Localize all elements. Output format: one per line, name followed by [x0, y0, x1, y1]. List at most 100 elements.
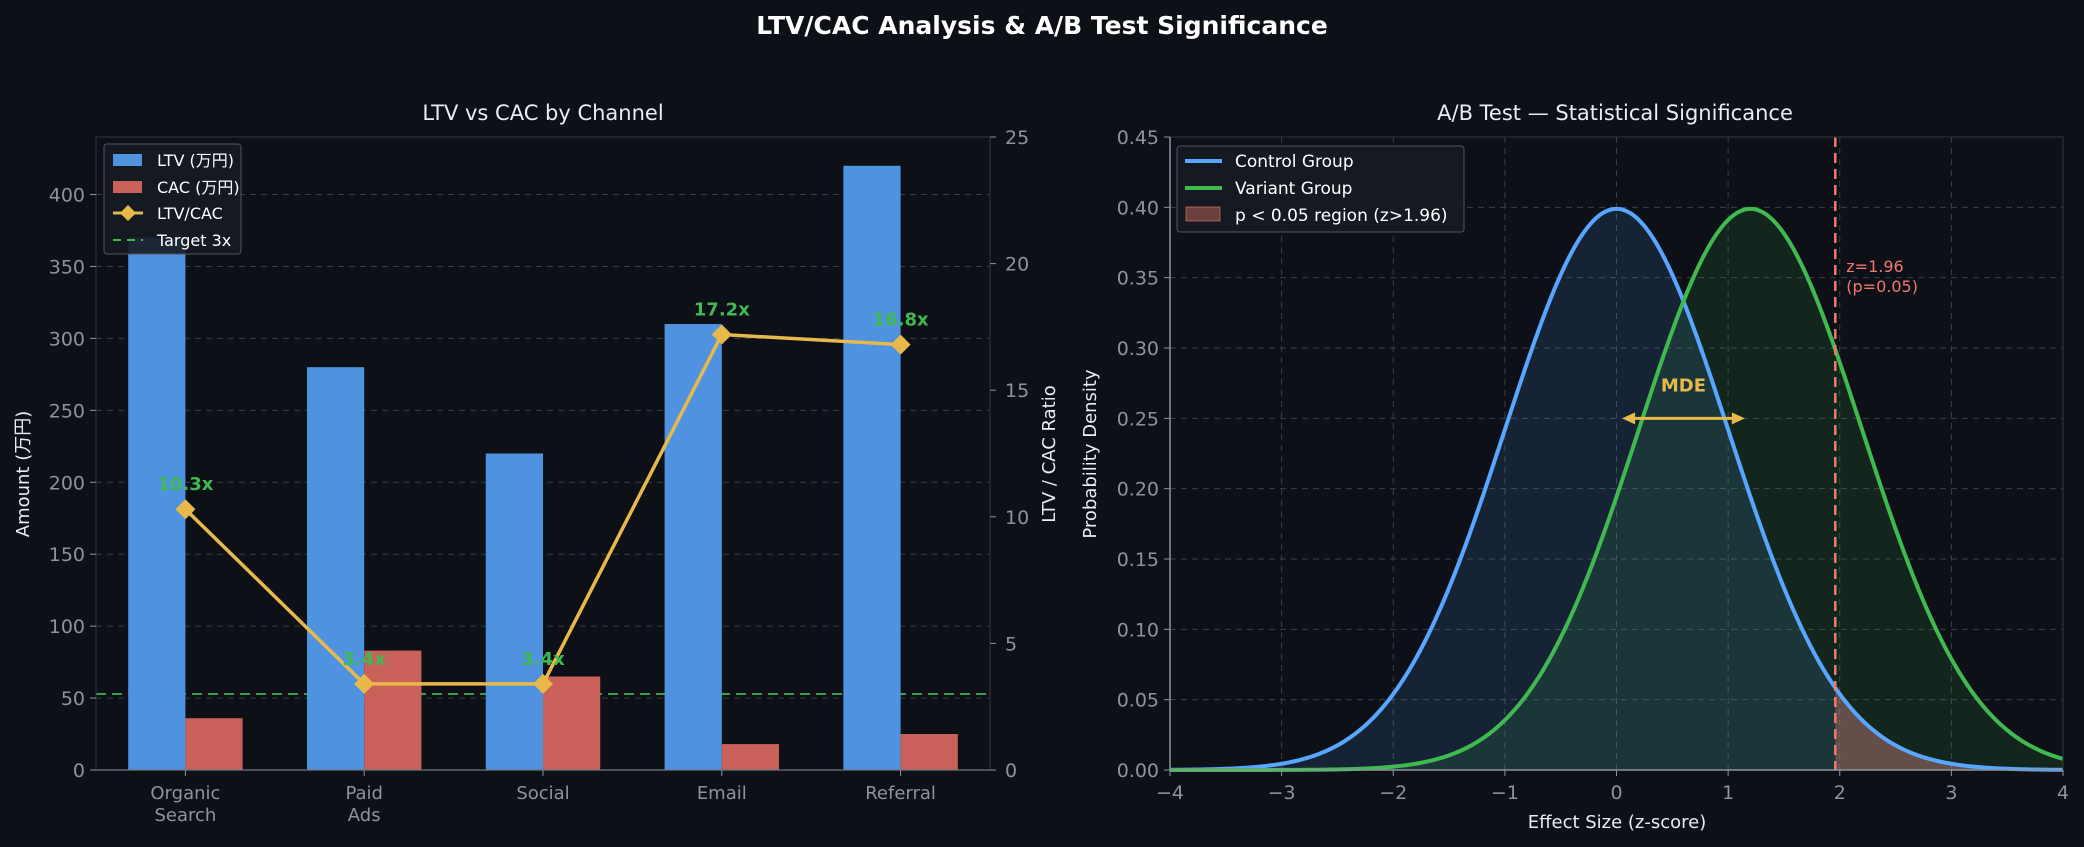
- right-chart-y-tick-label: 0.10: [1117, 619, 1159, 641]
- ab-test-chart: A/B Test — Statistical Significance z=1.…: [1080, 101, 2069, 833]
- ab-test-chart-title: A/B Test — Statistical Significance: [1437, 101, 1793, 125]
- right-y-axis-label: LTV / CAC Ratio: [1039, 385, 1060, 522]
- right-legend-box: [1176, 145, 1465, 233]
- category-label: Social: [516, 783, 569, 804]
- right-chart-x-axis-label: Effect Size (z-score): [1528, 812, 1707, 833]
- right-chart-x-ticks: −4 −3 −2 −1 0 1 2 3 4: [1156, 770, 2069, 804]
- legend-label-variant: Variant Group: [1235, 179, 1352, 199]
- figure-title: LTV/CAC Analysis & A/B Test Significance: [756, 11, 1328, 40]
- bar-ltv: [306, 367, 365, 770]
- ratio-marker: [175, 499, 196, 520]
- legend-label-target: Target 3x: [156, 231, 231, 250]
- left-legend: LTV (万円) CAC (万円) LTV/CAC Target 3x: [103, 143, 242, 255]
- left-y-tick-label: 350: [49, 256, 85, 278]
- bar-cac: [721, 744, 780, 770]
- right-y-tick-label: 0: [1005, 760, 1017, 782]
- threshold-label: (p=0.05): [1846, 277, 1918, 296]
- left-legend-box: [103, 143, 242, 255]
- right-chart-x-tick-label: −3: [1268, 782, 1296, 804]
- right-chart-y-tick-label: 0.25: [1117, 408, 1159, 430]
- right-chart-x-tick-label: −1: [1491, 782, 1519, 804]
- legend-label-control: Control Group: [1235, 152, 1354, 172]
- category-label: Organic: [150, 783, 220, 804]
- control-curve: [1169, 206, 2064, 772]
- left-y-tick-label: 100: [49, 616, 85, 638]
- variant-curve-area: [1170, 208, 2063, 771]
- legend-label-significance: p < 0.05 region (z>1.96): [1235, 206, 1448, 226]
- left-y-ticks: 0 50 100 150 200 250 300 350 400: [49, 185, 96, 782]
- ratio-marker: [890, 334, 911, 355]
- ratio-data-label: 3.4x: [342, 649, 386, 670]
- legend-marker-ratio: [120, 205, 136, 221]
- mde-arrowhead: [1622, 412, 1636, 425]
- bar-ltv: [664, 324, 722, 770]
- right-chart-x-tick-label: −4: [1156, 782, 1184, 804]
- category-label: Email: [697, 783, 747, 804]
- ltv-cac-chart: LTV vs CAC by Channel 10.3x 3.4x 3.4x 17.2x…: [13, 101, 1060, 826]
- bar-cac: [543, 676, 601, 770]
- control-curve-area: [1170, 208, 2063, 771]
- left-bars: [128, 165, 958, 771]
- right-y-tick-label: 25: [1005, 127, 1029, 149]
- category-label: Ads: [348, 805, 381, 826]
- right-chart-y-tick-label: 0.00: [1117, 760, 1159, 782]
- threshold-label: z=1.96: [1846, 257, 1903, 276]
- right-chart-y-axis-label: Probability Density: [1080, 369, 1101, 539]
- legend-swatch-significance: [1185, 206, 1221, 222]
- legend-swatch-cac: [113, 181, 142, 193]
- mde-label: MDE: [1661, 375, 1706, 396]
- right-y-tick-label: 5: [1005, 633, 1017, 655]
- significance-region: [1835, 687, 2063, 770]
- ratio-line: 10.3x 3.4x 3.4x 17.2x 16.8x: [157, 299, 929, 694]
- legend-swatch-ltv: [113, 154, 142, 166]
- right-chart-y-tick-label: 0.40: [1117, 197, 1159, 219]
- right-chart-x-tick-label: 2: [1834, 782, 1846, 804]
- left-y-axis-label: Amount (万円): [13, 411, 34, 538]
- category-label: Referral: [865, 783, 936, 804]
- right-chart-y-tick-label: 0.35: [1117, 268, 1159, 290]
- right-chart-y-tick-label: 0.05: [1117, 690, 1159, 712]
- mde-arrowhead: [1731, 412, 1745, 425]
- ratio-marker: [533, 673, 553, 694]
- right-chart-y-tick-label: 0.45: [1117, 127, 1159, 149]
- left-y-tick-label: 150: [49, 544, 85, 566]
- bar-ltv: [843, 165, 901, 771]
- category-label: Paid: [345, 783, 383, 804]
- right-chart-y-ticks: 0.00 0.05 0.10 0.15 0.20 0.25 0.30 0.35 0.40 0.45: [1117, 127, 1170, 782]
- legend-label-ltv: LTV (万円): [157, 151, 234, 170]
- left-y-tick-label: 400: [49, 185, 85, 207]
- bar-cac: [185, 718, 243, 770]
- left-y-tick-label: 250: [49, 400, 85, 422]
- ratio-marker: [354, 673, 375, 694]
- bar-cac: [900, 734, 958, 770]
- right-chart-x-tick-label: 4: [2057, 782, 2069, 804]
- ratio-data-label: 17.2x: [694, 299, 750, 320]
- ratio-data-label: 10.3x: [157, 474, 213, 495]
- ltv-cac-chart-title: LTV vs CAC by Channel: [422, 101, 663, 125]
- ratio-data-label: 16.8x: [873, 310, 929, 331]
- right-chart-y-tick-label: 0.20: [1117, 479, 1159, 501]
- ratio-data-label: 3.4x: [521, 649, 565, 670]
- bar-cac: [364, 650, 422, 770]
- right-y-tick-label: 10: [1005, 507, 1029, 529]
- left-y-tick-label: 200: [49, 472, 85, 494]
- right-chart-x-tick-label: 0: [1610, 782, 1622, 804]
- category-label: Search: [154, 805, 216, 826]
- right-chart-x-tick-label: −2: [1379, 782, 1407, 804]
- bar-ltv: [485, 453, 543, 770]
- left-y-tick-label: 300: [49, 328, 85, 350]
- bar-ltv: [128, 237, 186, 771]
- left-y-tick-label: 50: [61, 688, 85, 710]
- ratio-marker: [711, 324, 732, 345]
- legend-label-cac: CAC (万円): [157, 178, 240, 197]
- right-chart-y-tick-label: 0.15: [1117, 549, 1159, 571]
- right-legend: Control Group Variant Group p < 0.05 reg…: [1176, 145, 1465, 233]
- right-y-tick-label: 20: [1005, 254, 1029, 276]
- right-chart-y-tick-label: 0.30: [1117, 338, 1159, 360]
- right-chart-x-tick-label: 1: [1722, 782, 1734, 804]
- right-y-ticks: 0 5 10 15 20 25: [990, 127, 1029, 782]
- legend-label-ratio: LTV/CAC: [157, 204, 223, 223]
- right-chart-x-tick-label: 3: [1945, 782, 1957, 804]
